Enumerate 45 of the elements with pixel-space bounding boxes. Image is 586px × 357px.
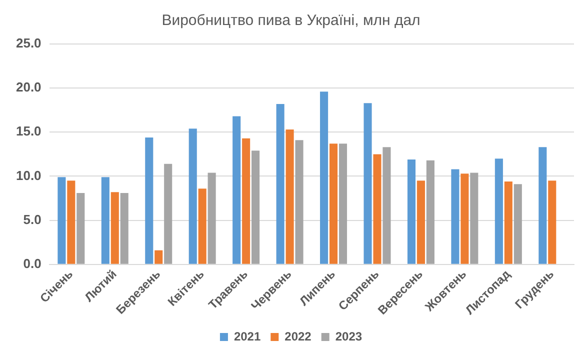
bar	[208, 172, 216, 264]
bar	[373, 154, 382, 264]
bar	[364, 103, 372, 264]
bar	[110, 192, 119, 264]
bar	[252, 150, 260, 264]
bar	[514, 184, 522, 264]
bar	[164, 164, 172, 264]
y-tick-label: 5.0	[23, 212, 42, 227]
bar	[76, 192, 85, 264]
y-tick-label: 0.0	[23, 256, 42, 271]
y-tick-label: 25.0	[16, 36, 42, 51]
bar	[451, 169, 460, 264]
bar	[548, 180, 556, 264]
bar	[188, 128, 197, 264]
y-tick-label: 20.0	[16, 80, 42, 95]
bar	[382, 147, 391, 264]
bar	[145, 137, 154, 264]
bar	[460, 174, 469, 264]
legend-label: 2023	[335, 329, 362, 344]
bar	[154, 250, 163, 264]
bar	[494, 158, 503, 264]
bar	[320, 92, 328, 264]
bar	[101, 177, 110, 264]
bar	[407, 159, 416, 264]
bar	[58, 177, 66, 264]
bar	[426, 160, 434, 264]
bar	[329, 144, 338, 264]
y-tick-label: 15.0	[16, 124, 42, 139]
legend-label: 2021	[234, 329, 261, 344]
y-tick-label: 10.0	[16, 168, 42, 183]
bar	[538, 147, 547, 264]
bar	[242, 138, 250, 264]
bar	[286, 130, 294, 264]
bar	[416, 180, 425, 264]
legend-label: 2022	[284, 329, 312, 344]
bar	[504, 182, 512, 264]
bar	[67, 180, 76, 264]
bar	[232, 116, 241, 264]
bar	[295, 140, 304, 264]
bar	[338, 144, 348, 264]
bar	[276, 104, 284, 264]
chart-title: Виробництво пива в Україні, млн дал	[162, 12, 420, 30]
bar	[198, 188, 206, 264]
bar	[120, 192, 128, 264]
bar	[470, 172, 478, 264]
